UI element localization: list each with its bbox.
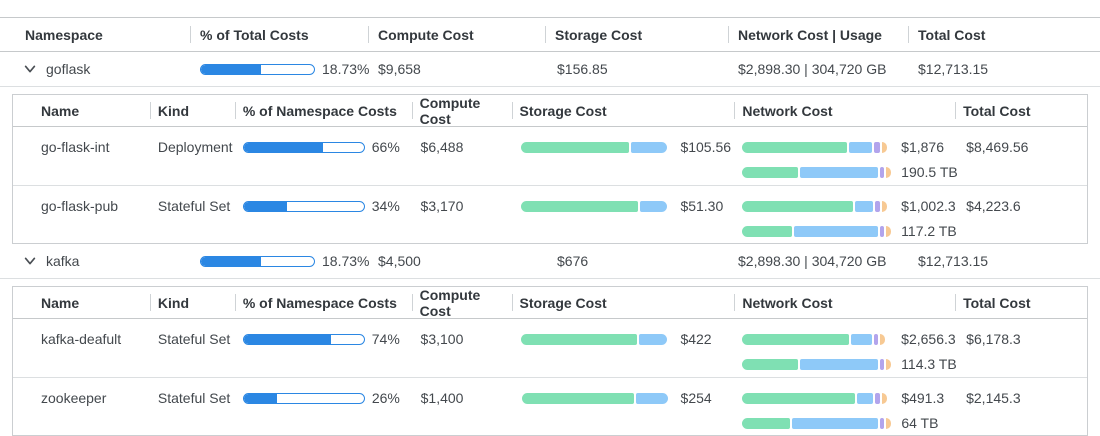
workload-name: zookeeper — [41, 390, 107, 406]
workload-row-kafka-deafult[interactable]: kafka-deafult Stateful Set 74% $3,100 $4… — [13, 319, 1087, 377]
storage-cost-value: $676 — [557, 253, 589, 269]
workload-name: go-flask-int — [41, 139, 110, 155]
network-cost-value: $1,002.3 — [901, 198, 956, 214]
workload-row-zookeeper[interactable]: zookeeper Stateful Set 26% $1,400 $254 — [13, 377, 1087, 435]
compute-cost-value: $9,658 — [378, 61, 421, 77]
network-usage-value: 114.3 TB — [901, 356, 957, 372]
network-cost-bar — [742, 200, 892, 212]
network-usage-bar — [742, 225, 892, 237]
storage-cost-value: $51.30 — [680, 198, 724, 214]
network-cost-bar — [742, 392, 892, 404]
column-header-kind: Kind — [149, 287, 235, 318]
pct-namespace-costs-value: 34% — [371, 198, 400, 214]
pct-total-costs-bar — [200, 255, 315, 267]
storage-cost-bar — [521, 333, 671, 345]
compute-cost-value: $4,500 — [378, 253, 421, 269]
total-cost-value: $4,223.6 — [966, 198, 1021, 214]
storage-cost-bar — [521, 392, 672, 404]
total-cost-value: $12,713.15 — [918, 253, 989, 269]
workload-kind: Stateful Set — [157, 198, 231, 214]
workload-kind: Stateful Set — [157, 331, 231, 347]
network-usage-value: 64 TB — [901, 415, 939, 431]
column-header-storage-cost: Storage Cost — [511, 95, 735, 126]
total-cost-value: $12,713.15 — [918, 61, 989, 77]
compute-cost-value: $1,400 — [420, 390, 464, 406]
network-cost-value: $2,656.3 — [901, 331, 956, 347]
network-usage-bar — [742, 417, 892, 429]
network-usage-value: 190.5 TB — [901, 164, 958, 180]
workload-name: kafka-deafult — [41, 331, 122, 347]
chevron-down-icon[interactable] — [22, 253, 38, 269]
compute-cost-value: $3,100 — [420, 331, 464, 347]
network-cost-value: $491.3 — [901, 390, 945, 406]
total-cost-value: $2,145.3 — [966, 390, 1021, 406]
column-header-namespace: Namespace — [25, 26, 103, 43]
column-header-network-cost-usage: Network Cost | Usage — [728, 18, 908, 51]
column-header-name: Name — [41, 102, 80, 119]
workload-kind: Stateful Set — [157, 390, 231, 406]
workload-name: go-flask-pub — [41, 198, 119, 214]
namespace-name: kafka — [46, 253, 80, 269]
pct-namespace-costs-bar — [242, 141, 365, 153]
pct-total-costs-bar — [200, 63, 315, 75]
storage-cost-value: $254 — [680, 390, 712, 406]
chevron-down-icon[interactable] — [22, 61, 38, 77]
column-header-compute-cost: Compute Cost — [411, 95, 512, 127]
network-cost-value: $1,876 — [901, 139, 944, 155]
namespace-row-kafka[interactable]: kafka 18.73% $4,500 $676 $2,898.30 | 304… — [0, 244, 1100, 279]
network-cost-usage-value: $2,898.30 | 304,720 GB — [738, 61, 887, 77]
network-cost-bar — [742, 333, 892, 345]
column-header-storage-cost: Storage Cost — [545, 18, 728, 51]
column-header-storage-cost: Storage Cost — [511, 287, 735, 318]
pct-namespace-costs-value: 26% — [371, 390, 400, 406]
workload-table-kafka: Name Kind % of Namespace Costs Compute C… — [12, 286, 1088, 436]
pct-namespace-costs-bar — [242, 392, 365, 404]
compute-cost-value: $3,170 — [420, 198, 464, 214]
column-header-pct-namespace-costs: % of Namespace Costs — [234, 95, 412, 126]
column-header-network-cost: Network Cost — [734, 287, 955, 318]
workload-row-go-flask-int[interactable]: go-flask-int Deployment 66% $6,488 $105.… — [13, 127, 1087, 185]
storage-cost-value: $105.56 — [680, 139, 732, 155]
pct-namespace-costs-bar — [242, 200, 365, 212]
network-usage-bar — [742, 358, 892, 370]
storage-cost-bar — [521, 141, 671, 153]
network-usage-value: 117.2 TB — [901, 223, 957, 239]
pct-namespace-costs-bar — [242, 333, 365, 345]
workload-kind: Deployment — [157, 139, 233, 155]
column-header-pct-namespace-costs: % of Namespace Costs — [234, 287, 412, 318]
pct-total-costs-value: 18.73% — [322, 253, 370, 269]
storage-cost-value: $156.85 — [557, 61, 608, 77]
namespace-table-header: Namespace % of Total Costs Compute Cost … — [0, 17, 1100, 52]
column-header-total-cost: Total Cost — [955, 95, 1087, 126]
column-header-pct-total-costs: % of Total Costs — [190, 18, 368, 51]
storage-cost-bar — [521, 200, 671, 212]
workload-table-goflask: Name Kind % of Namespace Costs Compute C… — [12, 94, 1088, 244]
column-header-compute-cost: Compute Cost — [411, 287, 512, 319]
network-usage-bar — [742, 166, 892, 178]
column-header-name: Name — [41, 294, 80, 311]
network-cost-bar — [742, 141, 892, 153]
column-header-total-cost: Total Cost — [908, 18, 1100, 51]
namespace-row-goflask[interactable]: goflask 18.73% $9,658 $156.85 $2,898.30 … — [0, 52, 1100, 87]
column-header-compute-cost: Compute Cost — [368, 18, 545, 51]
total-cost-value: $6,178.3 — [966, 331, 1021, 347]
pct-namespace-costs-value: 66% — [371, 139, 400, 155]
workload-row-go-flask-pub[interactable]: go-flask-pub Stateful Set 34% $3,170 $51… — [13, 185, 1087, 243]
storage-cost-value: $422 — [680, 331, 712, 347]
top-spacer — [0, 0, 1100, 17]
namespace-name: goflask — [46, 61, 91, 77]
pct-total-costs-value: 18.73% — [322, 61, 370, 77]
pct-namespace-costs-value: 74% — [371, 331, 400, 347]
workload-table-header: Name Kind % of Namespace Costs Compute C… — [13, 287, 1087, 319]
network-cost-usage-value: $2,898.30 | 304,720 GB — [738, 253, 887, 269]
column-header-network-cost: Network Cost — [734, 95, 955, 126]
column-header-total-cost: Total Cost — [955, 287, 1087, 318]
compute-cost-value: $6,488 — [420, 139, 464, 155]
workload-table-header: Name Kind % of Namespace Costs Compute C… — [13, 95, 1087, 127]
column-header-kind: Kind — [149, 95, 235, 126]
total-cost-value: $8,469.56 — [966, 139, 1029, 155]
